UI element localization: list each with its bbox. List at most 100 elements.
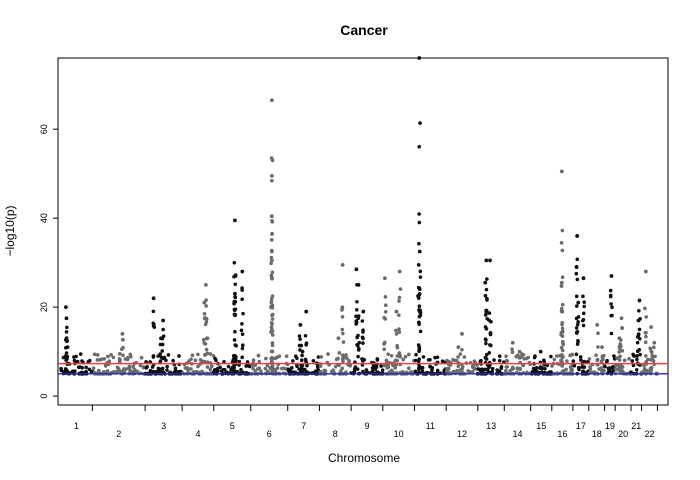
snp-point [403, 354, 408, 359]
snp-point [148, 368, 153, 373]
snp-point [289, 366, 294, 370]
snp-point [203, 322, 208, 327]
snp-point [574, 326, 579, 330]
snp-point [87, 367, 92, 372]
snp-point [205, 351, 210, 356]
snp-point [244, 364, 249, 368]
snp-point [269, 255, 274, 260]
snp-point [382, 347, 387, 352]
snp-point [233, 329, 237, 334]
snp-point [208, 352, 213, 356]
peak-point [64, 316, 69, 321]
chart-title: Cancer [340, 22, 388, 38]
snp-point [504, 358, 509, 363]
snp-point [398, 355, 403, 359]
snp-point [265, 363, 270, 368]
snp-point [456, 355, 460, 359]
snp-point [545, 363, 550, 368]
snp-point [270, 178, 274, 183]
snp-point [269, 327, 274, 331]
snp-point [576, 338, 580, 343]
snp-point [74, 354, 78, 359]
snp-point [370, 366, 375, 371]
snp-point [63, 337, 68, 342]
snp-point [560, 322, 564, 327]
snp-point [617, 350, 621, 354]
snp-point [582, 359, 586, 364]
snp-point [270, 333, 275, 337]
peak-point [456, 345, 461, 350]
snp-point [417, 365, 421, 370]
snp-point [561, 354, 565, 359]
snp-point [579, 358, 583, 362]
snp-point [319, 355, 324, 359]
snp-point [139, 355, 144, 360]
plot-frame [57, 57, 669, 406]
y-tick-label: 60 [39, 124, 49, 134]
snp-point [135, 369, 140, 374]
snp-point [581, 294, 585, 299]
snp-point [129, 354, 133, 359]
snp-point [295, 364, 299, 369]
snp-point [269, 356, 273, 361]
snp-point [202, 341, 207, 345]
snp-point [208, 367, 213, 372]
peak-point [159, 336, 163, 341]
snp-point [575, 257, 580, 262]
snp-point [95, 353, 100, 357]
snp-point [499, 366, 504, 370]
snp-point [383, 295, 388, 299]
snp-point [576, 365, 581, 370]
snp-point [270, 231, 274, 236]
snp-point [361, 359, 365, 363]
snp-point [298, 370, 303, 374]
snp-point [447, 359, 451, 364]
x-tick-label: 17 [576, 421, 586, 431]
snp-point [160, 349, 165, 353]
snp-point [164, 358, 168, 363]
peak-point [64, 305, 68, 310]
snp-point [395, 354, 400, 358]
snp-point [99, 357, 104, 362]
snp-point [446, 370, 451, 374]
snp-point [204, 304, 208, 308]
snp-point [560, 348, 565, 353]
peak-point [233, 218, 237, 223]
snp-point [559, 284, 564, 288]
snp-point [417, 144, 421, 149]
snp-point [121, 353, 125, 358]
snp-point [414, 352, 418, 357]
snp-point [407, 352, 411, 357]
peak-point [120, 331, 125, 336]
snp-point [574, 265, 579, 270]
snp-point [269, 299, 274, 304]
snp-point [125, 356, 130, 360]
snp-point [158, 342, 163, 347]
snp-point [297, 334, 302, 338]
peak-point [298, 323, 303, 327]
snp-point [76, 365, 81, 369]
snp-point [151, 355, 156, 359]
snp-point [485, 298, 489, 302]
snp-point [141, 365, 146, 370]
y-tick-label: 0 [39, 394, 49, 399]
snp-point [344, 353, 348, 357]
snp-point [394, 358, 398, 363]
snp-point [488, 331, 493, 336]
snp-point [151, 309, 156, 314]
snp-point [560, 364, 564, 368]
peak-point [488, 258, 492, 263]
snp-point [534, 366, 539, 370]
snp-point [458, 352, 463, 356]
snp-point [144, 360, 148, 364]
snp-point [107, 359, 112, 364]
snp-point [232, 338, 237, 342]
snp-point [256, 367, 260, 371]
snp-point [65, 325, 69, 330]
snp-point [490, 366, 495, 371]
snp-point [408, 370, 413, 374]
snp-point [565, 359, 569, 363]
snp-point [356, 314, 361, 318]
snp-point [576, 320, 580, 324]
